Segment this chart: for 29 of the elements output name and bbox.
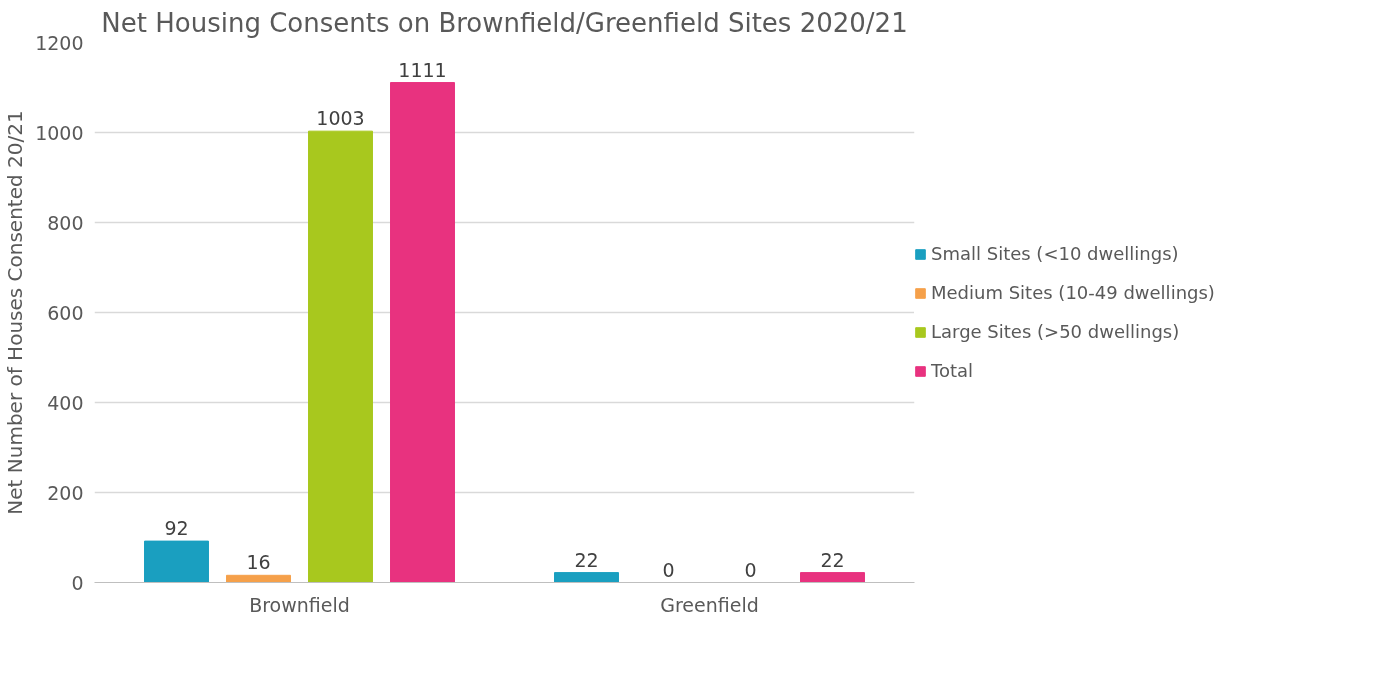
y-tick-label: 800 [47, 211, 84, 234]
legend-label: Medium Sites (10-49 dwellings) [931, 282, 1215, 303]
bar [308, 130, 373, 583]
y-tick-label: 0 [71, 571, 84, 594]
data-label: 0 [744, 558, 757, 581]
y-axis-title: Net Number of Houses Consented 20/21 [3, 110, 28, 515]
y-tick-label: 400 [47, 391, 84, 414]
y-tick-label: 200 [47, 481, 84, 504]
bar [226, 574, 291, 583]
data-label: 22 [574, 548, 599, 571]
legend-label: Large Sites (>50 dwellings) [931, 321, 1180, 342]
bar [390, 82, 455, 583]
bar [554, 572, 619, 583]
legend-label: Small Sites (<10 dwellings) [931, 243, 1179, 264]
y-tick-label: 600 [47, 301, 84, 324]
x-tick-label: Brownfield [249, 593, 350, 616]
x-tick-label: Greenfield [660, 593, 759, 616]
y-tick-label: 1000 [35, 121, 84, 144]
data-label: 1003 [316, 107, 365, 130]
data-label: 16 [246, 551, 271, 574]
bar [144, 540, 209, 583]
legend-label: Total [931, 360, 974, 381]
chart-title: Net Housing Consents on Brownfield/Greenfield Sites 2020/21 [101, 7, 908, 38]
data-label: 92 [164, 517, 189, 540]
data-label: 0 [662, 558, 675, 581]
data-label: 1111 [398, 58, 447, 81]
y-tick-label: 1200 [35, 31, 84, 54]
data-label: 22 [820, 548, 845, 571]
bar [800, 572, 865, 583]
